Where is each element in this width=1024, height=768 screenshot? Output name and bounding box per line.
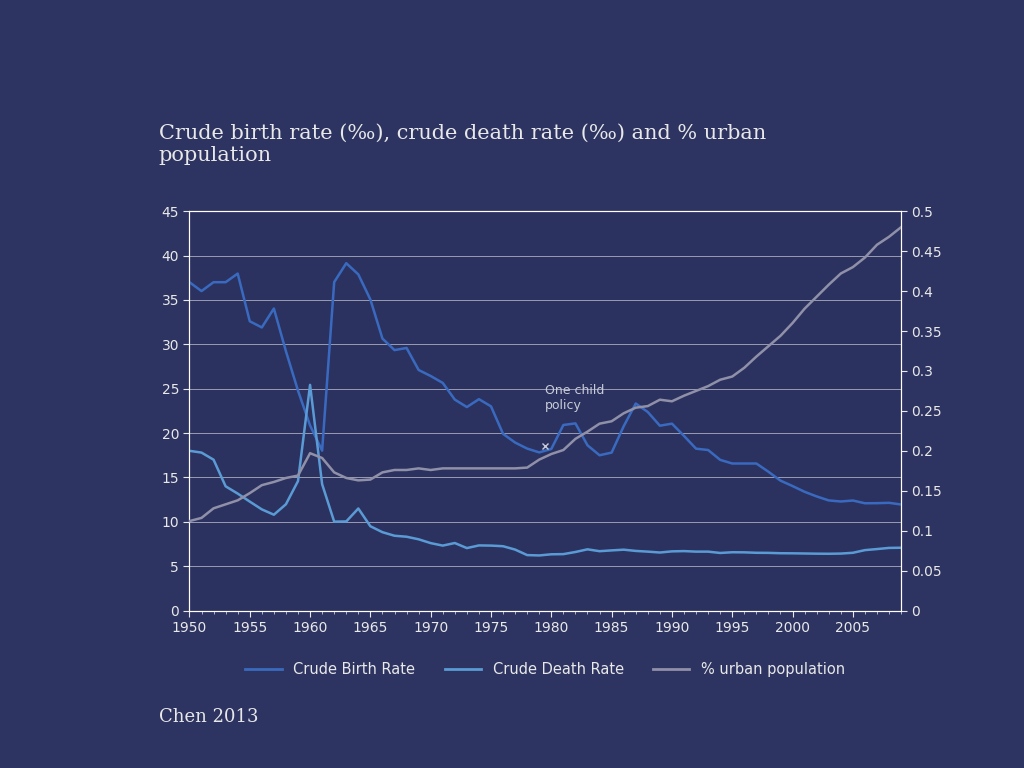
Text: Crude birth rate (‰), crude death rate (‰) and % urban
population: Crude birth rate (‰), crude death rate (… [159,124,766,165]
Text: One child
policy: One child policy [545,384,604,412]
Text: Chen 2013: Chen 2013 [159,708,258,726]
Legend: Crude Birth Rate, Crude Death Rate, % urban population: Crude Birth Rate, Crude Death Rate, % ur… [240,657,851,684]
